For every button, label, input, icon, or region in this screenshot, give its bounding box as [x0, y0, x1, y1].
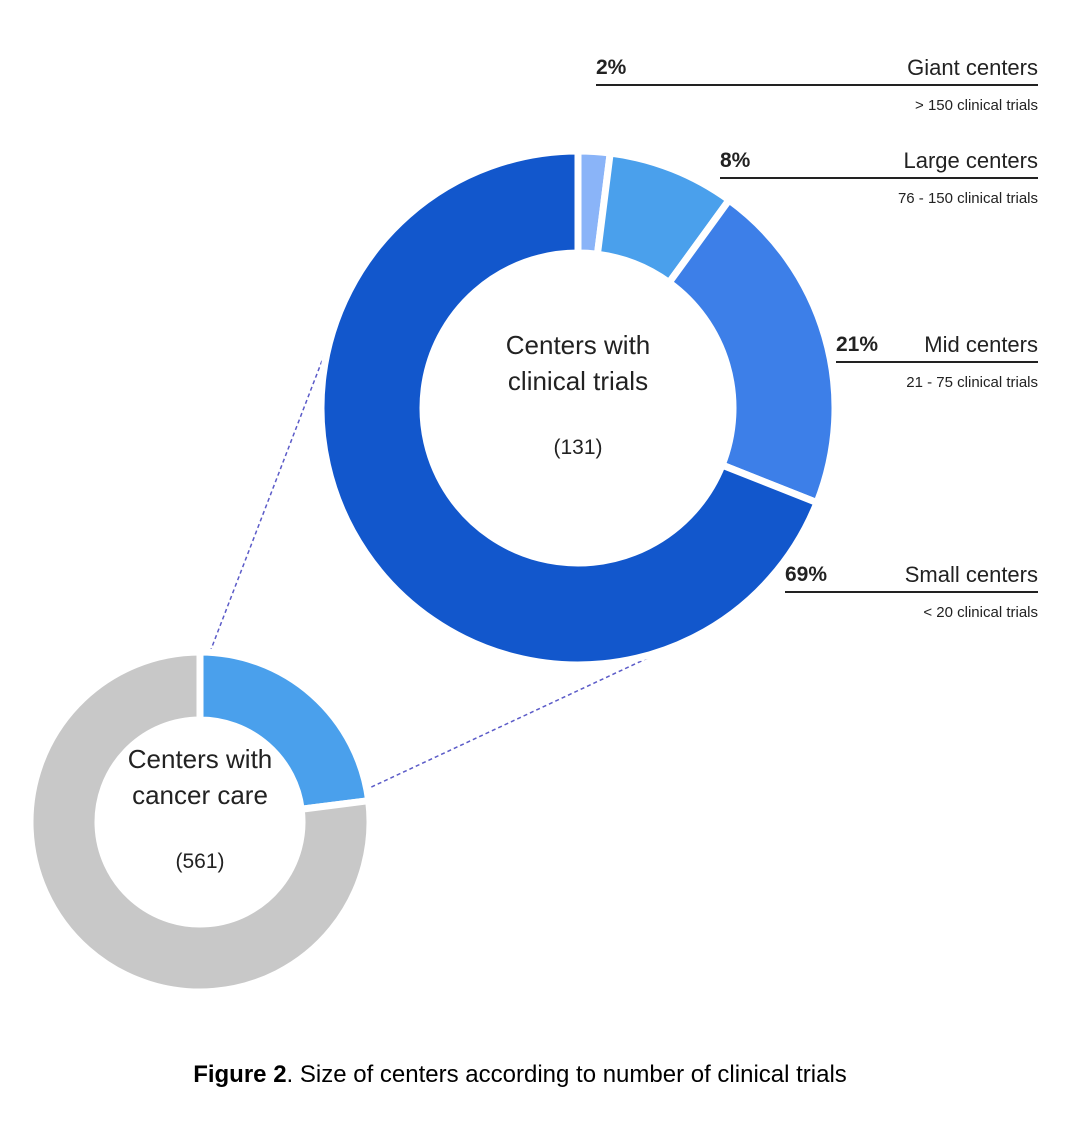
donut-segment [196, 648, 373, 813]
legend-name: Large centers [903, 148, 1038, 173]
legend-name: Giant centers [907, 55, 1038, 80]
legend-description: 76 - 150 clinical trials [898, 190, 1038, 207]
center-label: cancer care [132, 780, 268, 810]
legend-description: 21 - 75 clinical trials [906, 374, 1038, 391]
legend-name: Small centers [905, 562, 1038, 587]
value-label: 21% [836, 333, 878, 356]
value-label: 8% [720, 149, 751, 172]
center-label: Centers with [128, 744, 273, 774]
value-label: 69% [785, 563, 827, 586]
donut-segment [317, 147, 821, 669]
value-label: 2% [596, 56, 627, 79]
donut-segment [26, 648, 374, 996]
caption: Figure 2. Size of centers according to n… [193, 1061, 847, 1088]
center-count: (561) [175, 850, 224, 873]
connector-line [209, 339, 331, 653]
legend-description: > 150 clinical trials [915, 97, 1038, 114]
center-count: (131) [553, 436, 602, 459]
center-label: clinical trials [508, 366, 648, 396]
legend-name: Mid centers [924, 332, 1038, 357]
connector-line [364, 649, 666, 791]
caption-text: . Size of centers according to number of… [287, 1061, 847, 1088]
donut-segment [665, 196, 839, 507]
legend-description: < 20 clinical trials [923, 604, 1038, 621]
center-label: Centers with [506, 330, 651, 360]
caption-label: Figure 2 [193, 1061, 286, 1088]
